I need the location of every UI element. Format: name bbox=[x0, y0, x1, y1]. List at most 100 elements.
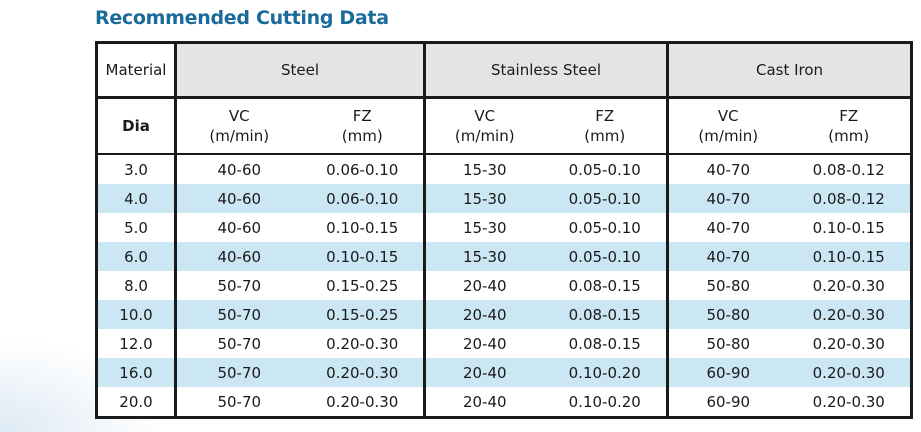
material-stainless-steel-header: Stainless Steel bbox=[424, 42, 669, 99]
dia-cell: 4.0 bbox=[96, 184, 177, 213]
dia-cell: 20.0 bbox=[96, 387, 177, 418]
stainless-fz-cell: 0.08-0.15 bbox=[543, 329, 669, 358]
stainless-vc-cell: 15-30 bbox=[424, 184, 544, 213]
fz-label: FZ bbox=[839, 107, 859, 125]
cast-iron-vc-cell: 60-90 bbox=[667, 387, 788, 418]
stainless-fz-cell: 0.05-0.10 bbox=[543, 242, 669, 271]
steel-fz-cell: 0.10-0.15 bbox=[301, 242, 426, 271]
steel-vc-header: VC (m/min) bbox=[175, 97, 302, 155]
steel-vc-cell: 50-70 bbox=[175, 329, 302, 358]
steel-fz-cell: 0.15-0.25 bbox=[301, 271, 426, 300]
stainless-fz-cell: 0.05-0.10 bbox=[543, 154, 669, 184]
table-row: 16.0 50-70 0.20-0.30 20-40 0.10-0.20 60-… bbox=[96, 358, 912, 387]
steel-vc-cell: 50-70 bbox=[175, 358, 302, 387]
cast-iron-vc-cell: 40-70 bbox=[667, 184, 788, 213]
material-header-row: Material Steel Stainless Steel Cast Iron bbox=[96, 42, 912, 99]
cast-iron-fz-cell: 0.20-0.30 bbox=[787, 271, 912, 300]
stainless-vc-cell: 20-40 bbox=[424, 387, 544, 418]
cast-iron-fz-cell: 0.20-0.30 bbox=[787, 300, 912, 329]
cutting-data-table: Material Steel Stainless Steel Cast Iron… bbox=[95, 41, 914, 419]
vc-label: VC bbox=[228, 107, 250, 125]
table-row: 5.0 40-60 0.10-0.15 15-30 0.05-0.10 40-7… bbox=[96, 213, 912, 242]
steel-fz-cell: 0.20-0.30 bbox=[301, 329, 426, 358]
fz-label: FZ bbox=[595, 107, 615, 125]
steel-fz-cell: 0.20-0.30 bbox=[301, 387, 426, 418]
stainless-fz-cell: 0.08-0.15 bbox=[543, 271, 669, 300]
dia-cell: 6.0 bbox=[96, 242, 177, 271]
cast-iron-vc-header: VC (m/min) bbox=[667, 97, 788, 155]
fz-unit: (mm) bbox=[828, 127, 870, 145]
stainless-vc-header: VC (m/min) bbox=[424, 97, 544, 155]
stainless-fz-cell: 0.08-0.15 bbox=[543, 300, 669, 329]
material-steel-header: Steel bbox=[175, 42, 426, 99]
vc-label: VC bbox=[717, 107, 739, 125]
cast-iron-vc-cell: 40-70 bbox=[667, 242, 788, 271]
cast-iron-fz-cell: 0.08-0.12 bbox=[787, 184, 912, 213]
stainless-vc-cell: 15-30 bbox=[424, 242, 544, 271]
dia-cell: 8.0 bbox=[96, 271, 177, 300]
table-row: 6.0 40-60 0.10-0.15 15-30 0.05-0.10 40-7… bbox=[96, 242, 912, 271]
steel-fz-cell: 0.20-0.30 bbox=[301, 358, 426, 387]
table-body: 3.0 40-60 0.06-0.10 15-30 0.05-0.10 40-7… bbox=[96, 154, 912, 418]
steel-vc-cell: 40-60 bbox=[175, 213, 302, 242]
stainless-vc-cell: 15-30 bbox=[424, 213, 544, 242]
steel-vc-cell: 40-60 bbox=[175, 242, 302, 271]
vc-unit: (m/min) bbox=[698, 127, 759, 145]
cast-iron-vc-cell: 60-90 bbox=[667, 358, 788, 387]
parameter-header-row: Dia VC (m/min) FZ (mm) VC (m/min) FZ (mm) VC… bbox=[96, 97, 912, 155]
stainless-vc-cell: 20-40 bbox=[424, 329, 544, 358]
page-title: Recommended Cutting Data bbox=[95, 7, 389, 29]
stainless-fz-header: FZ (mm) bbox=[543, 97, 669, 155]
stainless-vc-cell: 20-40 bbox=[424, 271, 544, 300]
cast-iron-vc-cell: 50-80 bbox=[667, 271, 788, 300]
cast-iron-fz-cell: 0.08-0.12 bbox=[787, 154, 912, 184]
steel-vc-cell: 40-60 bbox=[175, 154, 302, 184]
table-row: 20.0 50-70 0.20-0.30 20-40 0.10-0.20 60-… bbox=[96, 387, 912, 418]
cast-iron-vc-cell: 50-80 bbox=[667, 329, 788, 358]
steel-fz-cell: 0.10-0.15 bbox=[301, 213, 426, 242]
steel-fz-cell: 0.06-0.10 bbox=[301, 184, 426, 213]
cast-iron-fz-cell: 0.20-0.30 bbox=[787, 358, 912, 387]
fz-label: FZ bbox=[352, 107, 372, 125]
table-row: 8.0 50-70 0.15-0.25 20-40 0.08-0.15 50-8… bbox=[96, 271, 912, 300]
dia-cell: 5.0 bbox=[96, 213, 177, 242]
steel-vc-cell: 50-70 bbox=[175, 300, 302, 329]
cast-iron-vc-cell: 50-80 bbox=[667, 300, 788, 329]
vc-label: VC bbox=[474, 107, 496, 125]
cast-iron-fz-cell: 0.20-0.30 bbox=[787, 329, 912, 358]
cast-iron-fz-cell: 0.10-0.15 bbox=[787, 213, 912, 242]
steel-fz-header: FZ (mm) bbox=[301, 97, 426, 155]
stainless-fz-cell: 0.05-0.10 bbox=[543, 184, 669, 213]
cast-iron-vc-cell: 40-70 bbox=[667, 154, 788, 184]
dia-cell: 3.0 bbox=[96, 154, 177, 184]
dia-cell: 16.0 bbox=[96, 358, 177, 387]
steel-vc-cell: 40-60 bbox=[175, 184, 302, 213]
cast-iron-fz-cell: 0.10-0.15 bbox=[787, 242, 912, 271]
stainless-vc-cell: 20-40 bbox=[424, 358, 544, 387]
steel-vc-cell: 50-70 bbox=[175, 271, 302, 300]
fz-unit: (mm) bbox=[341, 127, 383, 145]
vc-unit: (m/min) bbox=[454, 127, 515, 145]
dia-cell: 12.0 bbox=[96, 329, 177, 358]
table-row: 4.0 40-60 0.06-0.10 15-30 0.05-0.10 40-7… bbox=[96, 184, 912, 213]
steel-fz-cell: 0.15-0.25 bbox=[301, 300, 426, 329]
cast-iron-fz-header: FZ (mm) bbox=[787, 97, 912, 155]
steel-vc-cell: 50-70 bbox=[175, 387, 302, 418]
material-header: Material bbox=[96, 42, 177, 99]
dia-cell: 10.0 bbox=[96, 300, 177, 329]
table-row: 12.0 50-70 0.20-0.30 20-40 0.08-0.15 50-… bbox=[96, 329, 912, 358]
fz-unit: (mm) bbox=[584, 127, 626, 145]
stainless-vc-cell: 15-30 bbox=[424, 154, 544, 184]
steel-fz-cell: 0.06-0.10 bbox=[301, 154, 426, 184]
stainless-fz-cell: 0.10-0.20 bbox=[543, 358, 669, 387]
stainless-fz-cell: 0.05-0.10 bbox=[543, 213, 669, 242]
cast-iron-fz-cell: 0.20-0.30 bbox=[787, 387, 912, 418]
table-row: 10.0 50-70 0.15-0.25 20-40 0.08-0.15 50-… bbox=[96, 300, 912, 329]
cast-iron-vc-cell: 40-70 bbox=[667, 213, 788, 242]
material-cast-iron-header: Cast Iron bbox=[667, 42, 912, 99]
table-row: 3.0 40-60 0.06-0.10 15-30 0.05-0.10 40-7… bbox=[96, 154, 912, 184]
stainless-vc-cell: 20-40 bbox=[424, 300, 544, 329]
dia-header: Dia bbox=[96, 97, 177, 155]
stainless-fz-cell: 0.10-0.20 bbox=[543, 387, 669, 418]
vc-unit: (m/min) bbox=[209, 127, 270, 145]
